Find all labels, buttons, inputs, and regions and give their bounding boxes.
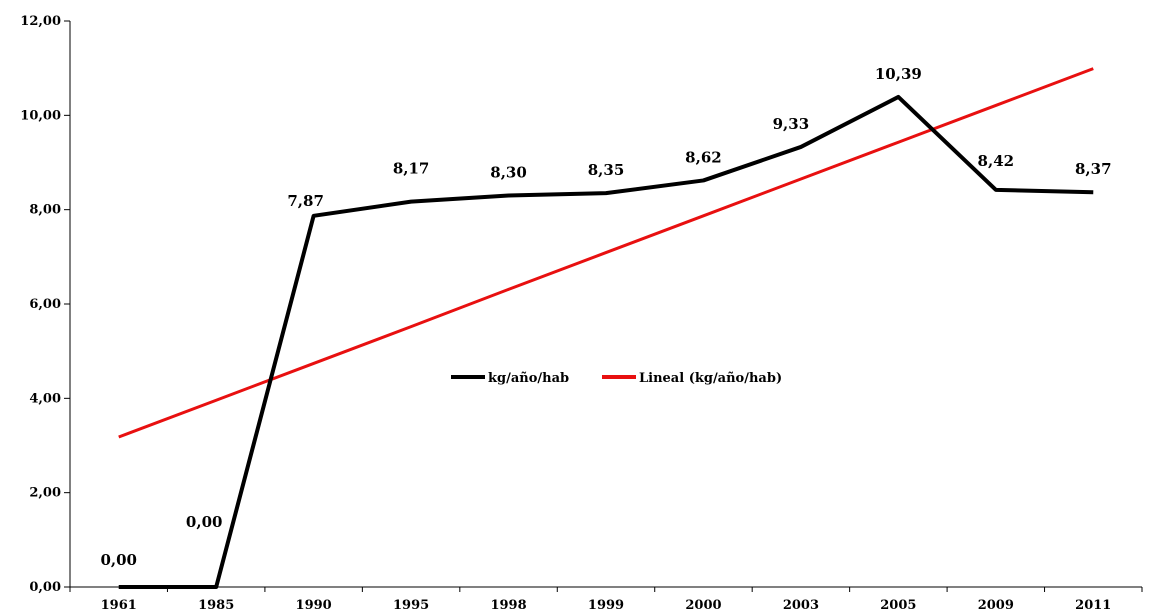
data-labels: 0,00 0,00 7,87 8,17 8,30 8,35 8,62 9,33 10,39 8,4… [100,65,1111,569]
data-label: 10,39 [875,65,922,83]
x-tick-label: 2000 [685,598,721,613]
data-label: 0,00 [186,513,223,531]
data-label: 8,62 [685,148,722,166]
legend: kg/año/hab Lineal (kg/año/hab) [451,371,782,386]
y-tick-label: 2,00 [29,486,61,501]
x-tick-label: 2003 [783,598,819,613]
data-label: 8,30 [490,164,527,182]
y-tick-label: 0,00 [29,580,61,595]
trendline [118,67,1094,439]
x-tick-label: 1985 [198,598,234,613]
data-label: 8,37 [1075,160,1112,178]
data-label: 8,42 [978,152,1015,170]
legend-label-kg-ano-hab: kg/año/hab [488,371,569,386]
y-tick-label: 10,00 [20,108,61,123]
y-tick-label: 6,00 [29,297,61,312]
data-label: 0,00 [100,551,137,569]
data-label: 7,87 [287,192,324,210]
x-tick-label: 1995 [393,598,429,613]
y-tick-label: 12,00 [20,14,61,29]
series-line-kg-ano-hab [118,94,1094,589]
y-tick-label: 8,00 [29,203,61,218]
legend-label-lineal: Lineal (kg/año/hab) [639,371,782,386]
x-tick-label: 2009 [978,598,1014,613]
x-tick-label: 1961 [101,598,137,613]
y-tick-label: 4,00 [29,391,61,406]
series-layer [118,94,1094,589]
x-axis-ticks: 1961 1985 1990 1995 1998 1999 2000 2003 2005 2009… [69,587,1143,613]
x-tick-label: 1990 [296,598,332,613]
data-label: 8,17 [393,160,430,178]
x-tick-label: 1998 [490,598,526,613]
y-axis-ticks: 0,00 2,00 4,00 6,00 8,00 10,00 12,00 [20,14,70,595]
trendline-layer [118,67,1094,439]
x-tick-label: 1999 [588,598,624,613]
x-tick-label: 2005 [880,598,916,613]
data-label: 9,33 [773,115,810,133]
data-label: 8,35 [588,161,625,179]
x-tick-label: 2011 [1075,598,1111,613]
axes [69,21,1142,588]
